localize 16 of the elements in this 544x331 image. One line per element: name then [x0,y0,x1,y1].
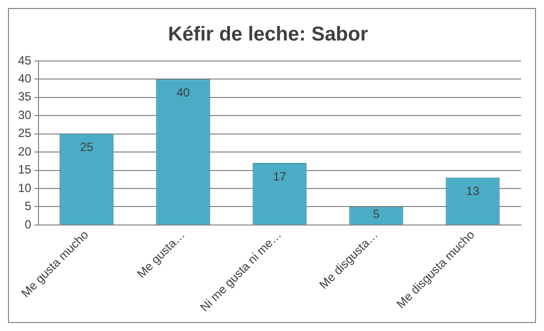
y-tick-label: 10 [18,180,32,195]
data-label: 40 [176,86,190,100]
y-tick-label: 0 [24,217,32,232]
chart-title: Kéfir de leche: Sabor [168,24,368,46]
y-tick-label: 25 [18,126,32,140]
data-label: 5 [372,207,380,222]
data-label: 25 [80,140,94,154]
y-tick-label: 30 [18,108,32,122]
y-tick-label: 5 [24,199,32,214]
y-tick-label: 40 [18,72,32,86]
y-tick-label: 20 [18,144,32,158]
data-label: 13 [466,184,480,198]
y-tick-label: 15 [18,162,32,177]
y-tick-label: 45 [18,53,32,68]
data-label: 17 [272,169,287,184]
y-tick-label: 35 [18,90,32,104]
